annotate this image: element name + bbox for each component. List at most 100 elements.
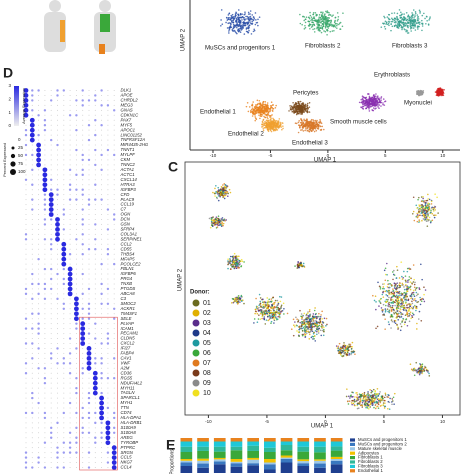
umap-point xyxy=(324,15,327,18)
umap-point xyxy=(258,109,261,112)
dot xyxy=(44,144,46,146)
dot xyxy=(82,184,84,186)
umap-point xyxy=(245,30,248,33)
dot xyxy=(37,114,40,117)
dot xyxy=(25,333,27,335)
dot xyxy=(63,119,65,121)
umap-point xyxy=(321,12,324,15)
dot xyxy=(94,144,96,146)
dot xyxy=(44,258,46,260)
dot xyxy=(44,457,46,459)
dot xyxy=(50,124,52,126)
umap-point xyxy=(245,22,247,24)
gene-label: HLA-DRB1 xyxy=(121,420,143,425)
dot xyxy=(81,153,84,157)
umap-point xyxy=(278,118,281,120)
dot xyxy=(94,124,96,126)
dot xyxy=(80,321,86,327)
dot xyxy=(113,184,115,186)
umap-point xyxy=(318,327,321,330)
dot xyxy=(62,89,65,92)
dot xyxy=(38,303,40,305)
umap-point xyxy=(439,92,441,95)
dot xyxy=(50,412,52,414)
dot xyxy=(101,367,103,369)
dot xyxy=(69,263,71,265)
umap-point xyxy=(393,25,396,28)
umap-point xyxy=(292,318,295,321)
umap-point xyxy=(309,127,312,129)
dot xyxy=(107,357,109,359)
umap-point xyxy=(306,102,309,105)
dot xyxy=(63,392,65,394)
gene-label: GNAS xyxy=(121,107,133,112)
umap-point xyxy=(270,298,273,300)
dot xyxy=(94,198,97,201)
dot xyxy=(69,412,71,414)
dot xyxy=(94,436,97,439)
umap-point xyxy=(437,91,440,93)
dot xyxy=(38,139,40,141)
dot xyxy=(69,308,71,310)
dot xyxy=(31,243,33,245)
umap-point xyxy=(308,101,311,104)
dot xyxy=(107,124,109,126)
dot xyxy=(113,313,115,315)
umap-point xyxy=(413,17,415,19)
umap-point xyxy=(303,119,306,122)
dot xyxy=(111,455,117,460)
umap-point xyxy=(270,101,273,104)
umap-point xyxy=(295,316,297,319)
umap-point xyxy=(270,127,273,130)
umap-point xyxy=(420,92,423,95)
dot xyxy=(107,238,109,240)
dot xyxy=(44,432,46,434)
umap-point xyxy=(308,17,311,20)
dot xyxy=(88,323,90,325)
dot xyxy=(57,139,58,141)
umap-point xyxy=(263,300,266,303)
umap-point xyxy=(304,336,307,338)
x-tick-label: -5 xyxy=(268,153,272,158)
umap-point xyxy=(323,317,326,320)
umap-point xyxy=(279,300,282,303)
dot xyxy=(56,421,59,425)
dot xyxy=(24,233,28,236)
dot xyxy=(43,377,47,380)
umap-point xyxy=(266,129,269,131)
umap-point xyxy=(314,19,317,22)
gene-label: TAGLN xyxy=(121,390,136,395)
umap-point xyxy=(261,315,264,318)
gene-label: C7 xyxy=(121,207,127,212)
umap-point xyxy=(362,103,364,106)
umap-point xyxy=(316,27,318,30)
dot xyxy=(50,323,52,325)
dot xyxy=(82,238,84,240)
dot xyxy=(94,462,96,464)
umap-point xyxy=(239,25,242,28)
umap-point xyxy=(235,257,238,259)
dot xyxy=(63,347,65,349)
umap-point xyxy=(322,128,325,131)
dot xyxy=(62,213,65,216)
dot xyxy=(69,109,71,111)
umap-point xyxy=(234,300,236,303)
dot xyxy=(50,228,52,230)
umap-point xyxy=(255,112,258,114)
umap-point xyxy=(219,188,222,190)
dot xyxy=(31,372,33,374)
dot xyxy=(24,461,28,464)
dot xyxy=(75,377,78,380)
umap-point xyxy=(384,100,386,103)
dot xyxy=(38,442,40,444)
dot xyxy=(88,263,90,265)
umap-point xyxy=(254,105,257,108)
dot xyxy=(88,154,90,156)
dot xyxy=(23,88,29,93)
dot xyxy=(100,89,103,92)
dot xyxy=(38,228,40,230)
umap-point xyxy=(313,122,315,124)
umap-point xyxy=(272,125,275,128)
umap-point xyxy=(293,325,296,328)
umap-point xyxy=(326,16,329,19)
